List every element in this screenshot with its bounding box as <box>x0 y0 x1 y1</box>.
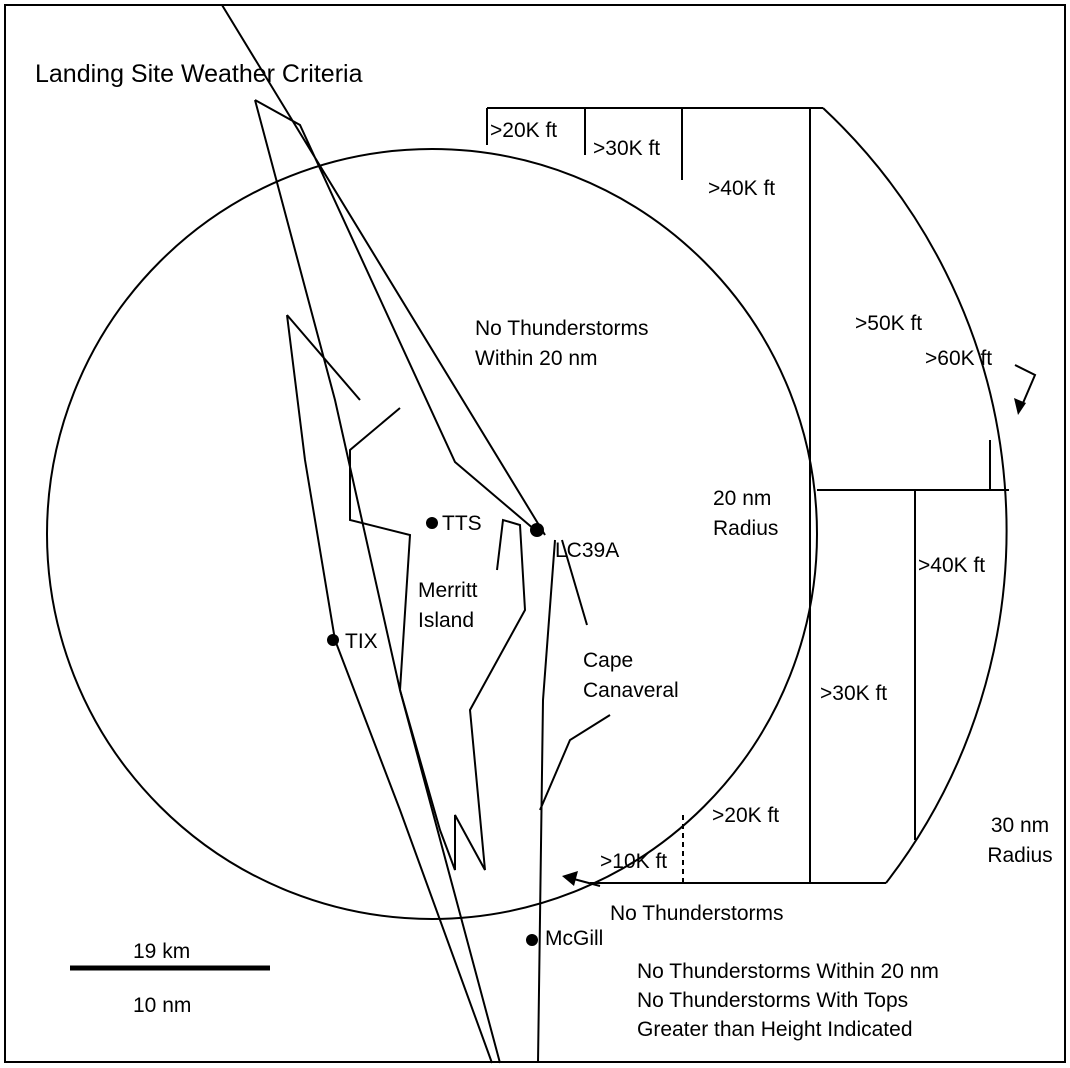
label: McGill <box>545 927 603 950</box>
merritt-island <box>349 407 527 871</box>
label: No Thunderstorms Within 20 nm <box>637 960 939 983</box>
cape-pointer <box>539 539 611 811</box>
zone-lines <box>486 107 1009 884</box>
label: No Thunderstorms <box>610 902 784 925</box>
arrowhead <box>562 871 578 886</box>
labels: >20K ft >30K ft >40K ft >50K ft>60K ft No Th… <box>133 119 1053 1041</box>
label: >20K ft <box>712 804 779 827</box>
arrowhead <box>1014 398 1026 415</box>
label: TTS <box>442 512 482 535</box>
radius-20nm <box>46 148 818 920</box>
map-lines <box>46 4 1037 1064</box>
label: >40K ft <box>708 177 775 200</box>
label: No Thunderstorms <box>475 317 649 340</box>
label: Canaveral <box>583 679 679 702</box>
label: Merritt <box>418 579 478 602</box>
label: >60K ft <box>925 347 992 370</box>
frame <box>4 4 1066 1063</box>
label: Island <box>418 609 474 632</box>
label: 30 nm <box>991 814 1049 837</box>
radius-30nm <box>822 107 1008 884</box>
site-dot <box>526 934 538 946</box>
title: Landing Site Weather Criteria <box>35 60 363 88</box>
label: 19 km <box>133 940 190 963</box>
label: Cape <box>583 649 633 672</box>
label: 10 nm <box>133 994 191 1017</box>
label: Radius <box>987 844 1052 867</box>
label: >30K ft <box>593 137 660 160</box>
label: 20 nm <box>713 487 771 510</box>
label: Greater than Height Indicated <box>637 1018 913 1041</box>
label: >10K ft <box>600 850 667 873</box>
label: LC39A <box>555 539 619 562</box>
arrow-60k <box>1014 364 1037 411</box>
label: >50K ft <box>855 312 922 335</box>
label: Radius <box>713 517 778 540</box>
label: >20K ft <box>490 119 557 142</box>
coastline <box>221 4 556 1064</box>
label: >40K ft <box>918 554 985 577</box>
site-dot <box>530 523 544 537</box>
site-dot <box>327 634 339 646</box>
site-dot <box>426 517 438 529</box>
label: >30K ft <box>820 682 887 705</box>
label: TIX <box>345 630 378 653</box>
label: Within 20 nm <box>475 347 598 370</box>
label: No Thunderstorms With Tops <box>637 989 908 1012</box>
